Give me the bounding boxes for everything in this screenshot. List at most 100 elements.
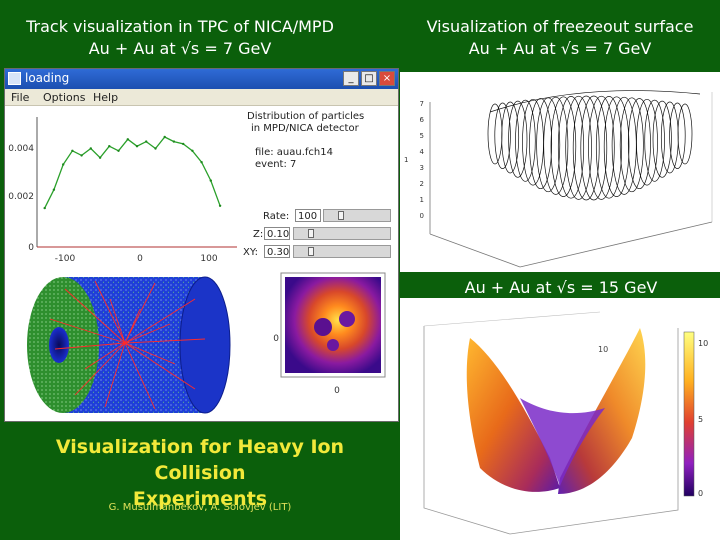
wireframe-ring (636, 98, 658, 186)
xy-field[interactable]: 0.30 (264, 245, 290, 258)
distribution-point (154, 147, 157, 150)
freeze-side-tick: 1 (404, 156, 408, 164)
wireframe-ring (627, 98, 651, 190)
menu-help[interactable]: Help (93, 91, 119, 104)
z-slider[interactable] (293, 227, 391, 240)
left-title-line1: Track visualization in TPC of NICA/MPD (26, 17, 334, 36)
distribution-line (44, 136, 221, 209)
detector-bore (49, 327, 69, 363)
distribution-point (163, 135, 166, 139)
z-slider-knob[interactable] (308, 229, 314, 238)
freezeout-surface-plot: 7 6 5 4 3 2 1 0 1 (400, 72, 720, 272)
density-x-tick: 0 (334, 386, 340, 396)
rate-label: Rate: (263, 211, 290, 222)
wireframe-ring (501, 101, 520, 174)
wireframe-ring (644, 99, 665, 182)
right-title-line2: Au + Au at √s = 7 GeV (468, 39, 652, 58)
colorbar-tick: 10 (698, 339, 708, 348)
distribution-point (98, 156, 102, 159)
right-slide-title: Visualization of freezeout surface Au + … (400, 16, 720, 60)
wireframe-ring (588, 95, 615, 200)
info-line1: Distribution of particles (247, 111, 365, 122)
colorbar (683, 331, 695, 497)
surface-left-lobe (466, 338, 560, 492)
slide-caption: Visualization for Heavy Ion Collision Ex… (8, 434, 392, 512)
distribution-point (191, 149, 194, 152)
z-field[interactable]: 0.10 (264, 227, 290, 240)
close-button[interactable]: × (379, 71, 395, 86)
distribution-point (108, 145, 111, 148)
rate-slider[interactable] (323, 209, 391, 222)
wireframe-edge (489, 90, 701, 113)
density-map: 0 0 (273, 272, 386, 396)
wireframe-ring (603, 96, 630, 197)
visualization-window: loading _ □ × File Options Help 0.004 0.… (4, 68, 399, 422)
distribution-point (182, 142, 185, 146)
surface-z-tick: 10 (598, 345, 608, 354)
z-tick: 2 (420, 180, 424, 188)
wireframe-ring (677, 103, 693, 165)
window-title: loading (25, 71, 70, 85)
wireframe-ring (557, 96, 585, 199)
distribution-point (126, 138, 129, 141)
window-titlebar[interactable]: loading _ □ × (5, 69, 398, 89)
info-line2: in MPD/NICA detector (251, 123, 359, 134)
detector-endcap (179, 276, 231, 414)
wireframe-ring (565, 95, 592, 200)
density-heatmap (285, 277, 381, 373)
rate-slider-knob[interactable] (338, 211, 344, 220)
distribution-plot: 0.004 0.002 0 -100 0 100 (8, 117, 237, 264)
distribution-point (145, 140, 148, 143)
info-event: event: 7 (255, 159, 297, 170)
right-title-line1: Visualization of freezeout surface (426, 17, 694, 36)
surface-box (423, 326, 679, 535)
density-y-tick: 0 (273, 334, 279, 344)
wireframe-ring (595, 96, 623, 199)
distribution-point (80, 154, 83, 157)
z-tick: 3 (420, 164, 424, 172)
density-hole (327, 339, 339, 351)
colorbar-tick: 5 (698, 415, 703, 424)
wireframe-ring (550, 96, 577, 197)
right-mid-title: Au + Au at √s = 15 GeV (464, 278, 658, 297)
wireframe-ring (508, 100, 528, 178)
rate-field[interactable]: 100 (295, 209, 321, 222)
xy-slider[interactable] (293, 245, 391, 258)
left-title-line2: Au + Au at √s = 7 GeV (88, 39, 272, 58)
z-label: Z: (253, 229, 264, 240)
x-tick-label: 100 (200, 254, 217, 264)
wireframe-ring (669, 102, 686, 169)
menu-options[interactable]: Options (43, 91, 86, 104)
freeze-x-axis (429, 233, 521, 268)
density-hole (314, 318, 332, 336)
freeze-wireframe (487, 90, 701, 201)
tpc-detector-view (5, 269, 265, 421)
freeze-z-ticks: 7 6 5 4 3 2 1 0 (420, 100, 425, 220)
energy-surface-plot: 10 10 5 0 (400, 298, 720, 540)
maximize-button[interactable]: □ (361, 71, 377, 86)
distribution-point (43, 206, 46, 210)
wireframe-ring (619, 97, 644, 193)
plot-area (37, 117, 237, 247)
caption-line1: Visualization for Heavy Ion Collision (55, 436, 345, 484)
xy-slider-knob[interactable] (308, 247, 314, 256)
minimize-button[interactable]: _ (343, 71, 359, 86)
surface-box-top (423, 311, 601, 327)
distribution-point (172, 140, 176, 143)
wireframe-ring (580, 95, 608, 201)
wireframe-ring (652, 100, 672, 178)
x-tick-label: 0 (137, 254, 143, 264)
caption-line2: Experiments (132, 488, 268, 510)
distribution-point (71, 149, 74, 152)
authors-credit: G. Musulmanbekov, A. Solovjev (LIT) (108, 502, 292, 513)
distribution-point (200, 161, 203, 164)
density-hole (339, 311, 355, 327)
freeze-y-axis (519, 221, 713, 268)
menu-file[interactable]: File (11, 91, 30, 104)
x-tick-label: -100 (55, 254, 76, 264)
wireframe-ring (572, 95, 600, 201)
wireframe-ring (494, 102, 511, 169)
distribution-point (62, 163, 65, 166)
z-tick: 4 (420, 148, 425, 156)
menu-bar: File Options Help (5, 89, 398, 106)
